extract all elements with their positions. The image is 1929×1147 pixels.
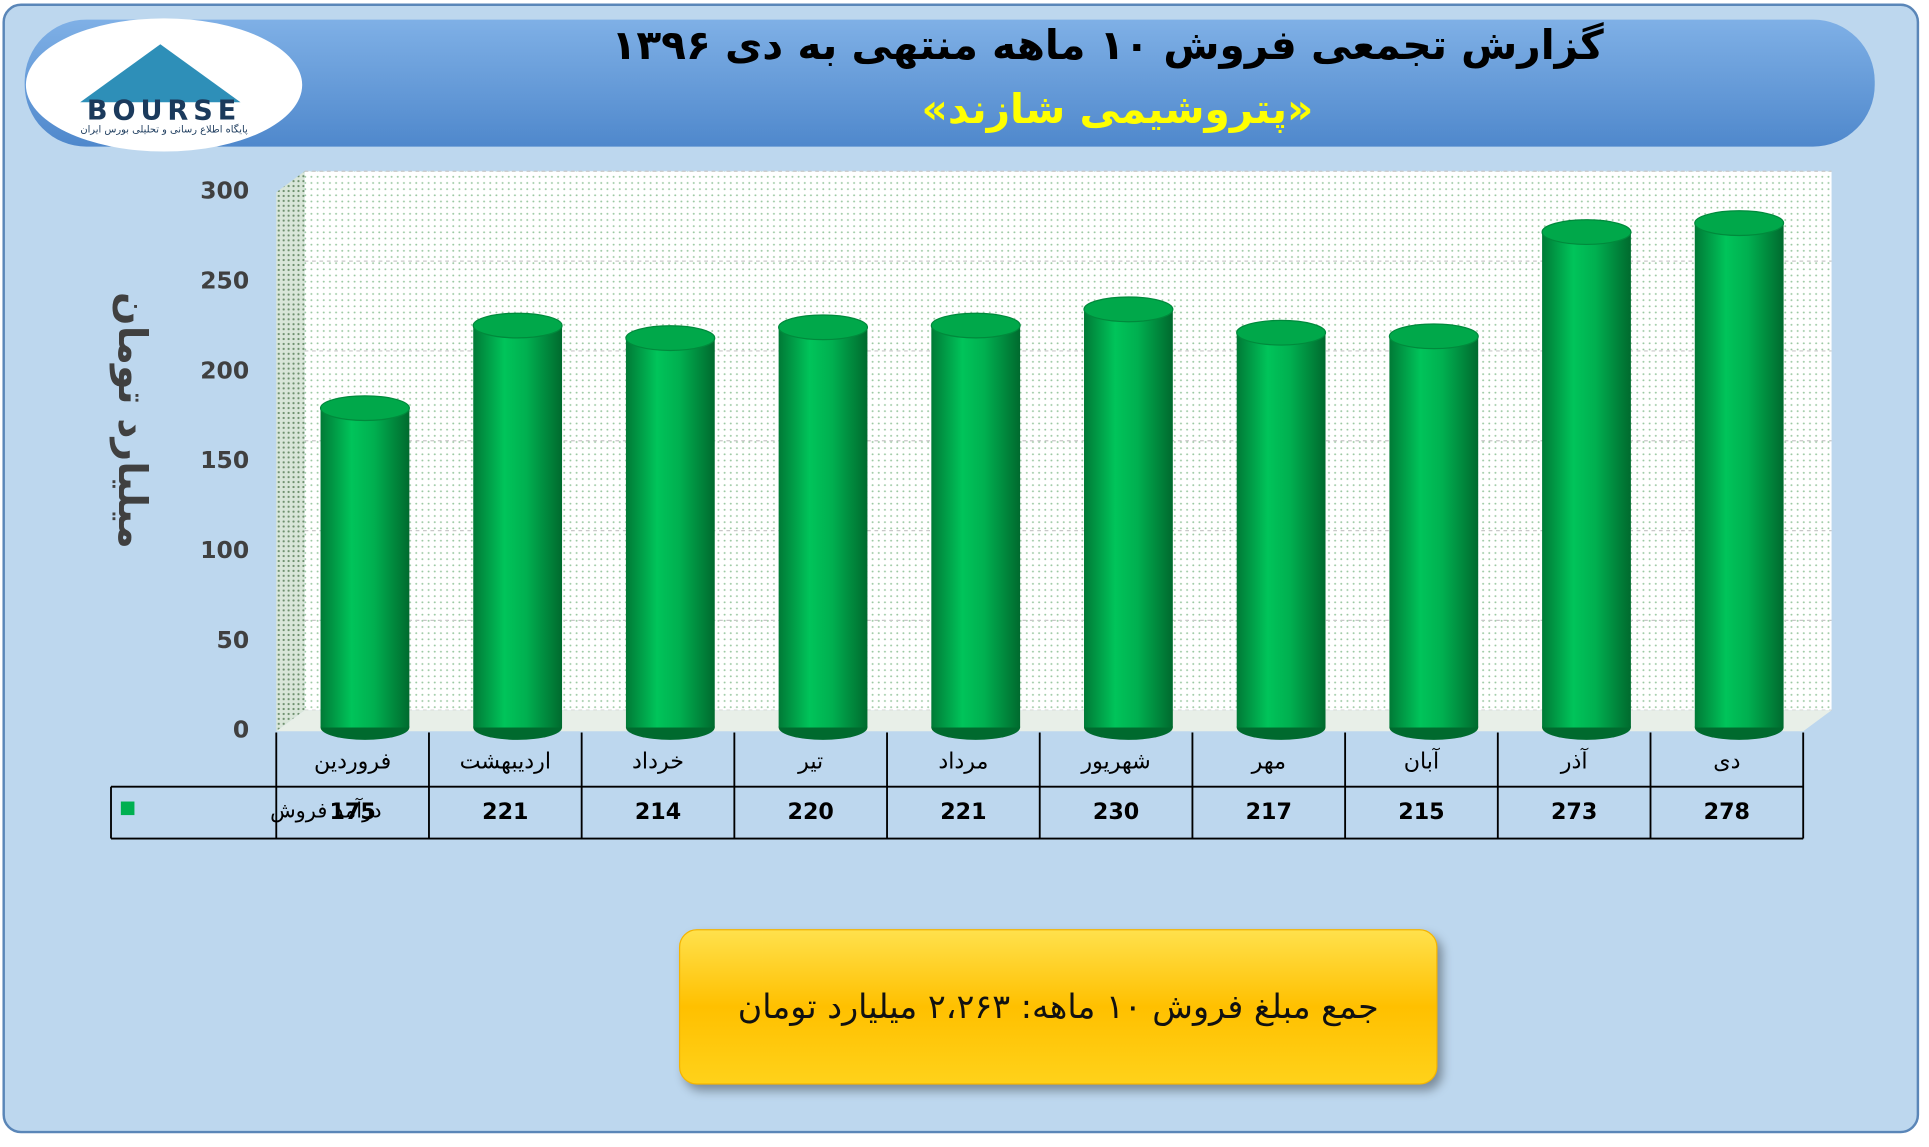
bar [1084, 309, 1173, 728]
table-value: 278 [1704, 799, 1750, 825]
bar-top [930, 312, 1021, 339]
legend-swatch [120, 801, 135, 816]
table-value: 214 [635, 799, 681, 825]
y-tick-label: 150 [200, 446, 249, 474]
bar-top [1388, 323, 1479, 350]
legend-label: درآمد فروش [270, 797, 381, 822]
y-tick-label: 50 [217, 626, 250, 654]
chart-title: گزارش تجمعی فروش ۱۰ ماهه منتهی به دی ۱۳۹… [611, 21, 1603, 69]
bar-top [778, 314, 869, 341]
table-value: 175 [329, 799, 375, 825]
table-value: 221 [940, 799, 986, 825]
x-tick-label: مهر [1251, 749, 1286, 775]
x-tick-label: شهریور [1080, 749, 1150, 775]
x-tick-label: دی [1713, 749, 1740, 775]
x-tick-label: فروردین [314, 749, 391, 775]
bar [473, 325, 563, 728]
side-wall [276, 171, 305, 732]
bar-top [1236, 319, 1327, 346]
x-tick-label: مرداد [938, 749, 988, 775]
bar-top [1083, 296, 1174, 323]
bar-top [1694, 210, 1785, 237]
logo-icon [80, 44, 241, 103]
summary-box [678, 929, 1438, 1085]
bar [320, 408, 410, 728]
bar [625, 338, 715, 728]
bar-top [472, 312, 563, 339]
x-tick-label: تیر [797, 749, 823, 775]
bar-top [319, 395, 410, 422]
y-tick-label: 100 [200, 536, 249, 564]
table-value: 273 [1551, 799, 1597, 825]
y-tick-label: 300 [200, 177, 249, 205]
bar [778, 327, 868, 728]
bar [931, 325, 1021, 728]
table-value: 221 [482, 799, 528, 825]
y-tick-label: 0 [233, 716, 249, 744]
x-tick-label: آبان [1404, 748, 1440, 775]
y-tick-label: 250 [200, 267, 249, 295]
bar [1389, 336, 1479, 728]
table-value: 230 [1093, 799, 1139, 825]
x-tick-label: آذر [1560, 748, 1589, 775]
y-axis-label: میلیارد تومان [109, 292, 155, 549]
bar [1236, 332, 1326, 728]
header [24, 19, 1875, 147]
y-tick-label: 200 [200, 356, 249, 384]
table-value: 217 [1246, 799, 1292, 825]
table-value: 220 [788, 799, 834, 825]
table-value: 215 [1398, 799, 1444, 825]
chart-subtitle: «پتروشیمی شازند» [922, 85, 1314, 133]
x-tick-label: خرداد [632, 749, 684, 775]
logo-subtitle: پایگاه اطلاع رسانی و تحلیلی بورس ایران [80, 123, 248, 135]
summary-text: جمع مبلغ فروش ۱۰ ماهه: ۲،۲۶۳ میلیارد توم… [738, 987, 1379, 1026]
bar-top [1541, 219, 1632, 246]
bar-top [625, 325, 716, 352]
x-tick-label: اردیبهشت [460, 749, 551, 775]
bar [1542, 232, 1631, 728]
bar [1694, 223, 1784, 728]
logo-text: BOURSE [87, 96, 241, 127]
